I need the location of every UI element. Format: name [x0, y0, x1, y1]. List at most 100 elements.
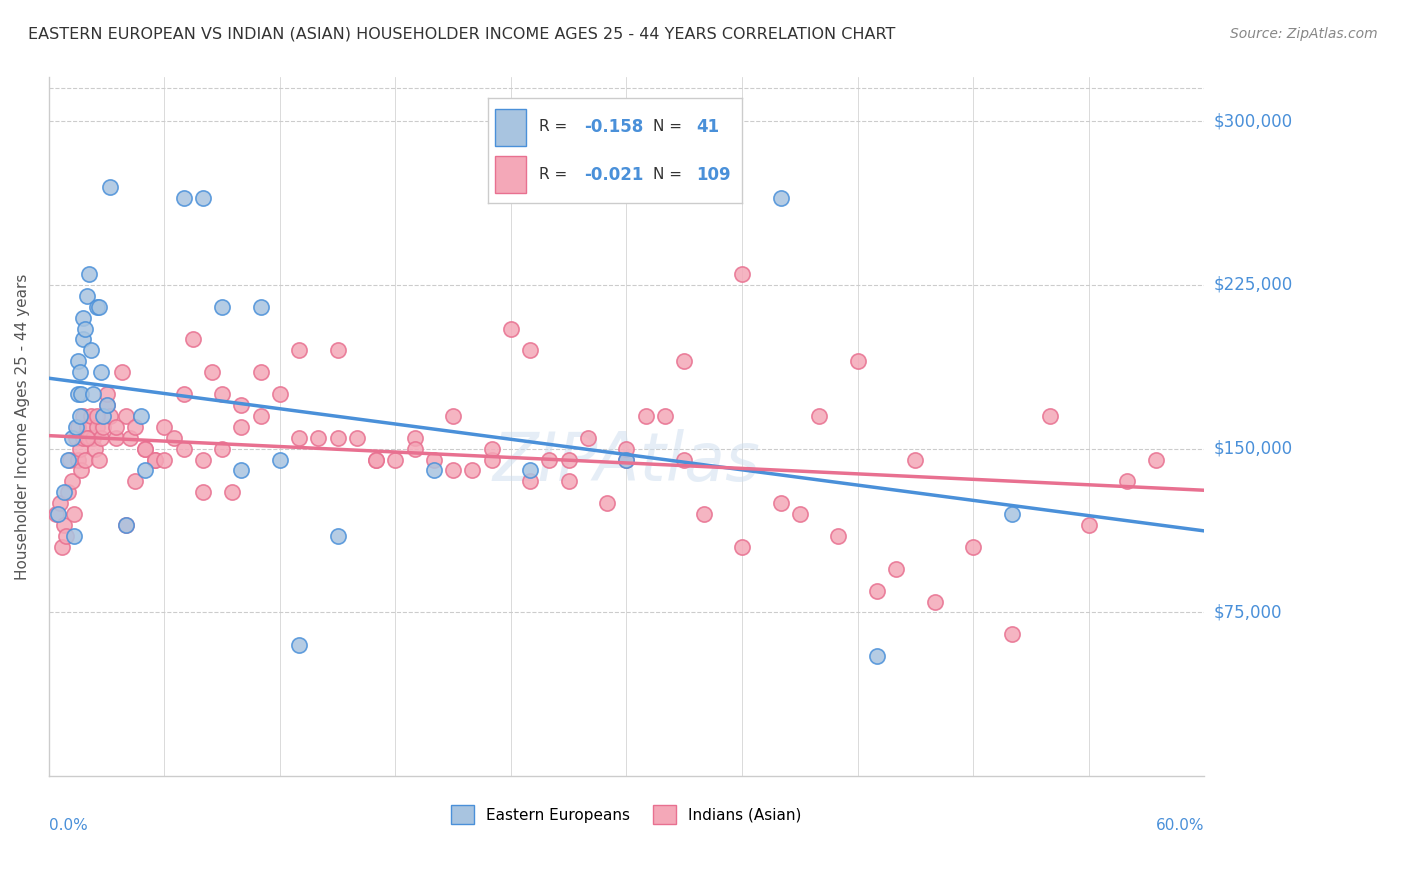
Text: Source: ZipAtlas.com: Source: ZipAtlas.com [1230, 27, 1378, 41]
Point [80, 409, 103, 423]
Text: 60.0%: 60.0% [1156, 818, 1205, 833]
Point [53, 485, 76, 500]
Point [66, 387, 89, 401]
Point [924, 594, 946, 608]
Point [211, 442, 233, 456]
Point [143, 452, 166, 467]
Point [55, 529, 77, 543]
Point [384, 452, 406, 467]
Point [1077, 518, 1099, 533]
Point [80, 343, 103, 358]
Point [72, 333, 94, 347]
Point [461, 463, 484, 477]
Point [66, 419, 89, 434]
Point [326, 529, 349, 543]
Point [249, 365, 271, 379]
Point [326, 431, 349, 445]
Point [86, 300, 108, 314]
Point [654, 409, 676, 423]
Point [191, 190, 214, 204]
Point [789, 507, 811, 521]
Point [86, 419, 108, 434]
Point [86, 409, 108, 423]
Point [60, 431, 83, 445]
Point [153, 452, 176, 467]
Point [114, 518, 136, 533]
Point [91, 419, 114, 434]
Point [96, 398, 118, 412]
Point [70, 463, 93, 477]
Point [82, 431, 104, 445]
Point [173, 442, 195, 456]
Point [124, 419, 146, 434]
Point [105, 419, 128, 434]
Point [616, 452, 638, 467]
Point [634, 409, 657, 423]
Point [731, 540, 754, 554]
Point [65, 431, 87, 445]
Point [884, 562, 907, 576]
Point [143, 452, 166, 467]
Point [827, 529, 849, 543]
Point [191, 485, 214, 500]
Y-axis label: Householder Income Ages 25 - 44 years: Householder Income Ages 25 - 44 years [15, 274, 30, 580]
Point [100, 179, 122, 194]
Point [616, 442, 638, 456]
Point [84, 442, 107, 456]
Point [211, 387, 233, 401]
Point [114, 518, 136, 533]
Point [66, 452, 89, 467]
Point [59, 452, 82, 467]
Point [96, 387, 118, 401]
Point [114, 409, 136, 423]
Point [231, 398, 253, 412]
Point [69, 409, 91, 423]
Point [808, 409, 831, 423]
Point [557, 475, 579, 489]
Point [105, 431, 128, 445]
Point [87, 452, 110, 467]
Point [1001, 627, 1024, 641]
Point [118, 431, 141, 445]
Point [288, 431, 311, 445]
Text: EASTERN EUROPEAN VS INDIAN (ASIAN) HOUSEHOLDER INCOME AGES 25 - 44 YEARS CORRELA: EASTERN EUROPEAN VS INDIAN (ASIAN) HOUSE… [28, 27, 896, 42]
Point [692, 507, 714, 521]
Point [49, 496, 72, 510]
Point [1039, 409, 1062, 423]
Point [45, 507, 67, 521]
Point [307, 431, 329, 445]
Point [173, 387, 195, 401]
Point [69, 365, 91, 379]
Point [163, 431, 186, 445]
Point [481, 452, 503, 467]
Point [404, 442, 426, 456]
Point [201, 365, 224, 379]
Point [904, 452, 927, 467]
Point [56, 452, 79, 467]
Point [441, 463, 464, 477]
Point [90, 365, 112, 379]
Point [1001, 507, 1024, 521]
Point [249, 409, 271, 423]
Point [576, 431, 599, 445]
Point [134, 442, 156, 456]
Point [53, 518, 76, 533]
Point [538, 452, 561, 467]
Point [62, 507, 84, 521]
Point [673, 354, 696, 368]
Point [134, 442, 156, 456]
Point [90, 431, 112, 445]
Point [846, 354, 869, 368]
Point [231, 419, 253, 434]
Point [56, 485, 79, 500]
Point [423, 452, 446, 467]
Point [519, 463, 541, 477]
Legend: Eastern Europeans, Indians (Asian): Eastern Europeans, Indians (Asian) [443, 797, 810, 831]
Point [366, 452, 388, 467]
Point [75, 452, 97, 467]
Point [72, 409, 94, 423]
Point [70, 387, 93, 401]
Point [153, 419, 176, 434]
Point [82, 387, 104, 401]
Point [288, 638, 311, 652]
